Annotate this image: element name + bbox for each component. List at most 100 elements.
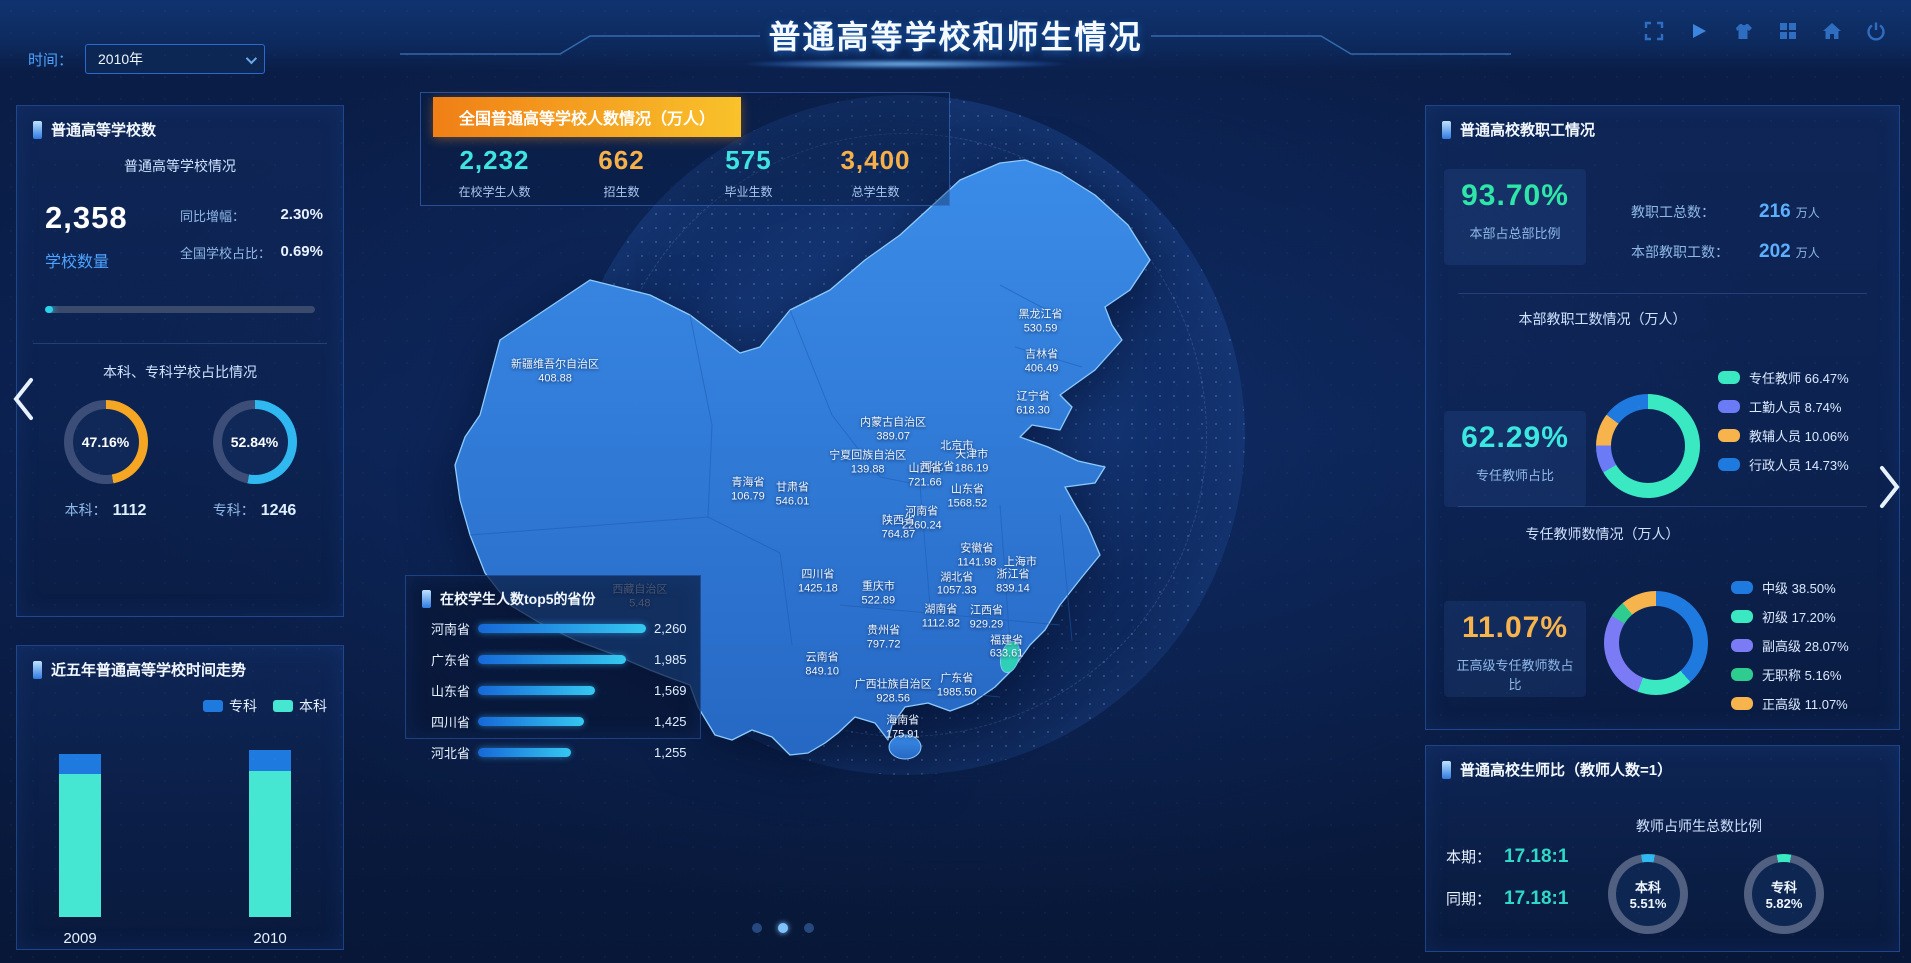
- carousel-next-arrow[interactable]: [1877, 464, 1903, 510]
- legend-item: 行政人员 14.73%: [1718, 455, 1849, 474]
- stats-row: 2,232 在校学生人数 662 招生数 575 毕业生数 3,400 总学生数: [431, 145, 939, 200]
- panel-marker-icon: [33, 120, 42, 139]
- top5-bar: [478, 717, 584, 726]
- panel-header: 普通高校生师比（教师人数=1）: [1426, 746, 1899, 780]
- chevron-down-icon: [245, 52, 258, 65]
- top5-province: 广东省: [430, 653, 470, 668]
- trend-legend: 专科 本科: [203, 696, 327, 716]
- gauge-caption-label: 本科：: [64, 502, 107, 518]
- ring-hole: 本科 5.51%: [1616, 862, 1680, 926]
- panel-marker-icon: [33, 660, 42, 679]
- panel-title: 普通高等学校数: [51, 122, 157, 139]
- gauge-hole: 52.84%: [221, 409, 288, 475]
- top5-value: 1,425: [654, 714, 687, 729]
- gauge-percent: 47.16%: [81, 434, 130, 450]
- gauge-caption: 本科： 1112: [64, 500, 148, 520]
- ratio-rows: 本期： 17.18:1 同期： 17.18:1: [1446, 846, 1568, 930]
- legend-item: 中级 38.50%: [1731, 578, 1849, 597]
- china-map[interactable]: 新疆维吾尔自治区 408.88 黑龙江省 530.59 吉林省 406.49 辽宁省 618.…: [360, 85, 1420, 960]
- hq-teacher-label: 专任教师占比: [1475, 468, 1554, 483]
- panel-header: 在校学生人数top5的省份: [406, 576, 700, 609]
- school-gauges: 47.16% 本科： 1112 52.84% 专科： 1246: [17, 382, 343, 520]
- ring-percent: 5.82%: [1765, 896, 1803, 911]
- top5-bar: [478, 686, 595, 695]
- ratio-row: 同期： 17.18:1: [1446, 888, 1568, 910]
- gauge-caption: 专科： 1246: [213, 500, 297, 520]
- gauge-ring: 47.16%: [63, 400, 148, 484]
- legend-item: 教辅人员 10.06%: [1718, 426, 1849, 445]
- top5-rows: 河南省 2,260 广东省 1,985 山东省 1,569 四川省 1,425 河北省 1,255: [406, 609, 700, 762]
- legend-item: 本科: [273, 696, 327, 716]
- legend-chip: [1731, 639, 1753, 652]
- time-select[interactable]: 2010年: [85, 44, 266, 74]
- apps-icon[interactable]: [1777, 20, 1799, 42]
- teacher-donut-chart: [1604, 591, 1708, 695]
- legend-label: 工勤人员 8.74%: [1749, 400, 1842, 415]
- divider: [1458, 506, 1867, 507]
- legend-item: 副高级 28.07%: [1731, 636, 1849, 655]
- top5-value: 1,985: [654, 652, 687, 667]
- school-total-label: 学校数量: [45, 254, 110, 271]
- legend-chip: [1718, 458, 1740, 471]
- school-total: 2,358: [45, 200, 128, 235]
- stat-label: 总学生数: [851, 185, 900, 199]
- legend-chip: [203, 700, 223, 712]
- carousel-dot-2[interactable]: [804, 923, 814, 933]
- hq-share-percent: 93.70%: [1461, 179, 1569, 212]
- panel-title: 普通高校教职工情况: [1460, 122, 1596, 139]
- hq-share-label: 本部占总部比例: [1469, 226, 1561, 241]
- panel-marker-icon: [1442, 120, 1451, 139]
- legend-label: 中级 38.50%: [1762, 581, 1836, 596]
- bar-segment-专科: [249, 750, 291, 771]
- legend-item: 专任教师 66.47%: [1718, 368, 1849, 387]
- play-icon[interactable]: [1687, 20, 1709, 42]
- fullscreen-icon[interactable]: [1643, 20, 1665, 42]
- top5-bar-track: [478, 686, 646, 695]
- school-count-panel: 普通高等学校数 普通高等学校情况 2,358 学校数量 同比增幅： 2.30% …: [16, 105, 344, 617]
- yoy-row: 同比增幅： 2.30%: [180, 206, 323, 225]
- top5-province: 河北省: [430, 746, 470, 761]
- toolbar: [1643, 20, 1887, 42]
- legend-label: 行政人员 14.73%: [1749, 458, 1849, 473]
- hq-donut-legend: 专任教师 66.47% 工勤人员 8.74% 教辅人员 10.06% 行政人员 14.…: [1718, 368, 1849, 484]
- staff-stat-unit: 万人: [1795, 206, 1820, 220]
- carousel-dot-1[interactable]: [778, 923, 788, 933]
- ratio-label: 同期：: [1446, 891, 1492, 908]
- ratio-gauge: 52.84% 专科： 1246: [212, 400, 297, 520]
- ratio-subtitle: 教师占师生总数比例: [1636, 818, 1762, 834]
- legend-chip: [1718, 371, 1740, 384]
- top5-province: 山东省: [430, 684, 470, 699]
- gauge-caption-label: 专科：: [212, 502, 255, 518]
- legend-item: 无职称 5.16%: [1731, 665, 1849, 684]
- panel-title: 在校学生人数top5的省份: [440, 591, 596, 607]
- bar-column: 2009: [59, 734, 101, 947]
- bar-x-label: 2010: [253, 930, 287, 947]
- staff-stat-label: 教职工总数：: [1631, 204, 1715, 220]
- ring-name: 本科: [1634, 880, 1661, 895]
- legend-chip: [1718, 400, 1740, 413]
- staff-stat-value: 216: [1759, 201, 1791, 222]
- top5-row: 山东省 1,569: [412, 681, 688, 700]
- share-row: 全国学校占比： 0.69%: [180, 243, 323, 262]
- teacher-section-title: 专任教师数情况（万人）: [1525, 526, 1680, 542]
- time-select-value: 2010年: [98, 51, 144, 67]
- stat-label: 在校学生人数: [458, 185, 531, 199]
- stat-item: 662 招生数: [558, 145, 685, 200]
- legend-label: 正高级 11.07%: [1762, 697, 1848, 712]
- power-icon[interactable]: [1865, 20, 1887, 42]
- carousel-dot-0[interactable]: [752, 923, 762, 933]
- legend-item: 初级 17.20%: [1731, 607, 1849, 626]
- bar-segment-专科: [59, 754, 101, 775]
- top5-bar-track: [478, 655, 646, 664]
- top5-province: 河南省: [430, 622, 470, 637]
- panel-marker-icon: [422, 590, 431, 608]
- panel-header: 普通高校教职工情况: [1426, 106, 1899, 140]
- home-icon[interactable]: [1821, 20, 1843, 42]
- donut-hole: [1611, 409, 1685, 483]
- carousel-prev-arrow[interactable]: [10, 376, 36, 422]
- legend-chip: [273, 700, 293, 712]
- taiwan-island: [999, 640, 1021, 674]
- stat-label: 招生数: [603, 185, 640, 199]
- theme-icon[interactable]: [1731, 20, 1755, 42]
